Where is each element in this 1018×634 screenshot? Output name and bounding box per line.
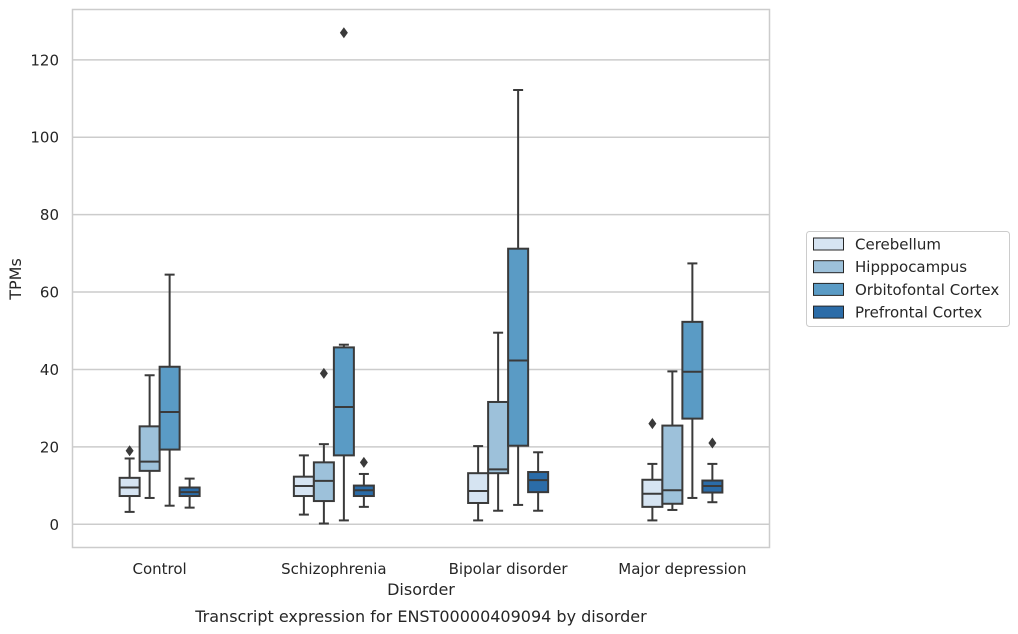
- gridlines: [72, 59, 770, 526]
- x-axis-title: Disorder: [387, 580, 455, 599]
- box-iqr: [138, 425, 161, 472]
- plot-frame: [71, 8, 771, 549]
- box-cerebellum-major-depression: [641, 418, 664, 522]
- legend-swatch: [813, 282, 844, 296]
- box-iqr: [467, 472, 490, 504]
- box-prefrontal-cortex-control: [178, 477, 201, 509]
- box-orbitofontal-cortex-bipolar-disorder: [507, 89, 530, 506]
- x-tick-label: Control: [133, 560, 187, 578]
- box-iqr: [681, 320, 704, 420]
- box-series-layer: [118, 27, 724, 525]
- x-tick-labels: Control Schizophrenia Bipolar disorder Majo…: [133, 560, 747, 578]
- box-hipppocampus-major-depression: [661, 370, 684, 511]
- box-hipppocampus-control: [138, 374, 161, 499]
- y-tick-label: 120: [30, 51, 59, 69]
- legend: Cerebellum Hipppocampus Orbitofontal Corte…: [806, 231, 1010, 327]
- y-axis-title: TPMs: [6, 258, 25, 301]
- legend-items: Cerebellum Hipppocampus Orbitofontal Corte…: [813, 236, 999, 322]
- outlier-point: [125, 445, 134, 457]
- box-iqr: [487, 400, 510, 475]
- y-tick-label: 20: [40, 438, 59, 456]
- outlier-point: [339, 27, 348, 39]
- box-iqr: [332, 346, 355, 457]
- legend-label: Orbitofontal Cortex: [855, 281, 999, 299]
- box-hipppocampus-bipolar-disorder: [487, 331, 510, 512]
- legend-label: Cerebellum: [855, 236, 941, 254]
- y-tick-label: 80: [40, 206, 59, 224]
- x-tick-label: Major depression: [618, 560, 746, 578]
- x-tick-label: Schizophrenia: [281, 560, 386, 578]
- box-hipppocampus-schizophrenia: [312, 367, 335, 525]
- box-iqr: [507, 247, 530, 447]
- box-iqr: [527, 471, 550, 494]
- legend-frame: [806, 231, 1010, 327]
- y-tick-label: 0: [49, 516, 59, 534]
- legend-label: Hipppocampus: [855, 258, 967, 276]
- y-tick-label: 100: [30, 129, 59, 147]
- outlier-point: [319, 367, 328, 379]
- chart-caption: Transcript expression for ENST0000040909…: [194, 607, 647, 626]
- outlier-point: [708, 437, 717, 449]
- x-tick-label: Bipolar disorder: [449, 560, 569, 578]
- box-orbitofontal-cortex-major-depression: [681, 262, 704, 499]
- y-tick-label: 40: [40, 361, 59, 379]
- legend-swatch: [813, 305, 844, 319]
- box-prefrontal-cortex-bipolar-disorder: [527, 451, 550, 512]
- legend-swatch: [813, 237, 844, 251]
- box-prefrontal-cortex-major-depression: [701, 437, 724, 504]
- legend-swatch: [813, 260, 844, 274]
- box-cerebellum-control: [118, 445, 141, 513]
- box-orbitofontal-cortex-control: [158, 273, 181, 507]
- box-orbitofontal-cortex-schizophrenia: [332, 27, 355, 522]
- legend-label: Prefrontal Cortex: [855, 304, 982, 322]
- box-iqr: [158, 365, 181, 451]
- y-tick-label: 60: [40, 284, 59, 302]
- box-prefrontal-cortex-schizophrenia: [352, 456, 375, 508]
- box-iqr: [661, 424, 684, 505]
- outlier-point: [648, 418, 657, 430]
- outlier-point: [359, 456, 368, 468]
- y-tick-labels: 0 20 40 60 80 100 120: [30, 51, 59, 533]
- box-cerebellum-bipolar-disorder: [467, 445, 490, 522]
- box-cerebellum-schizophrenia: [292, 454, 315, 516]
